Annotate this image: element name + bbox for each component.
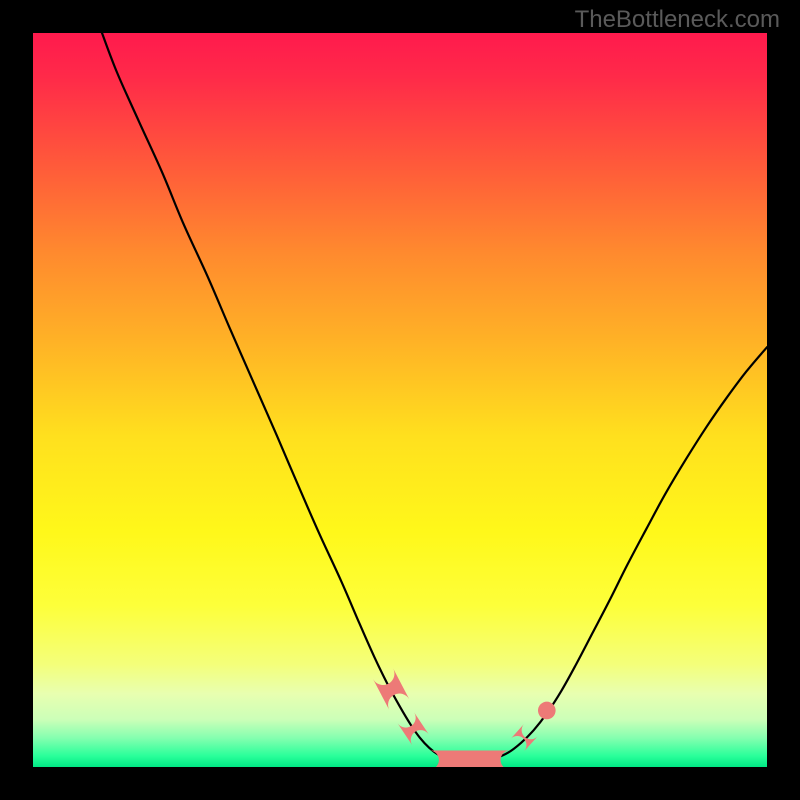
chart-frame: TheBottleneck.com: [0, 0, 800, 800]
bottleneck-curve: [102, 33, 767, 762]
bead-capsule: [398, 712, 429, 745]
watermark-text: TheBottleneck.com: [575, 6, 780, 34]
chart-svg: [33, 33, 767, 767]
bead-dot: [538, 702, 556, 720]
bead-capsule: [373, 669, 409, 710]
bead-capsule: [429, 750, 510, 767]
plot-area: [33, 33, 767, 767]
